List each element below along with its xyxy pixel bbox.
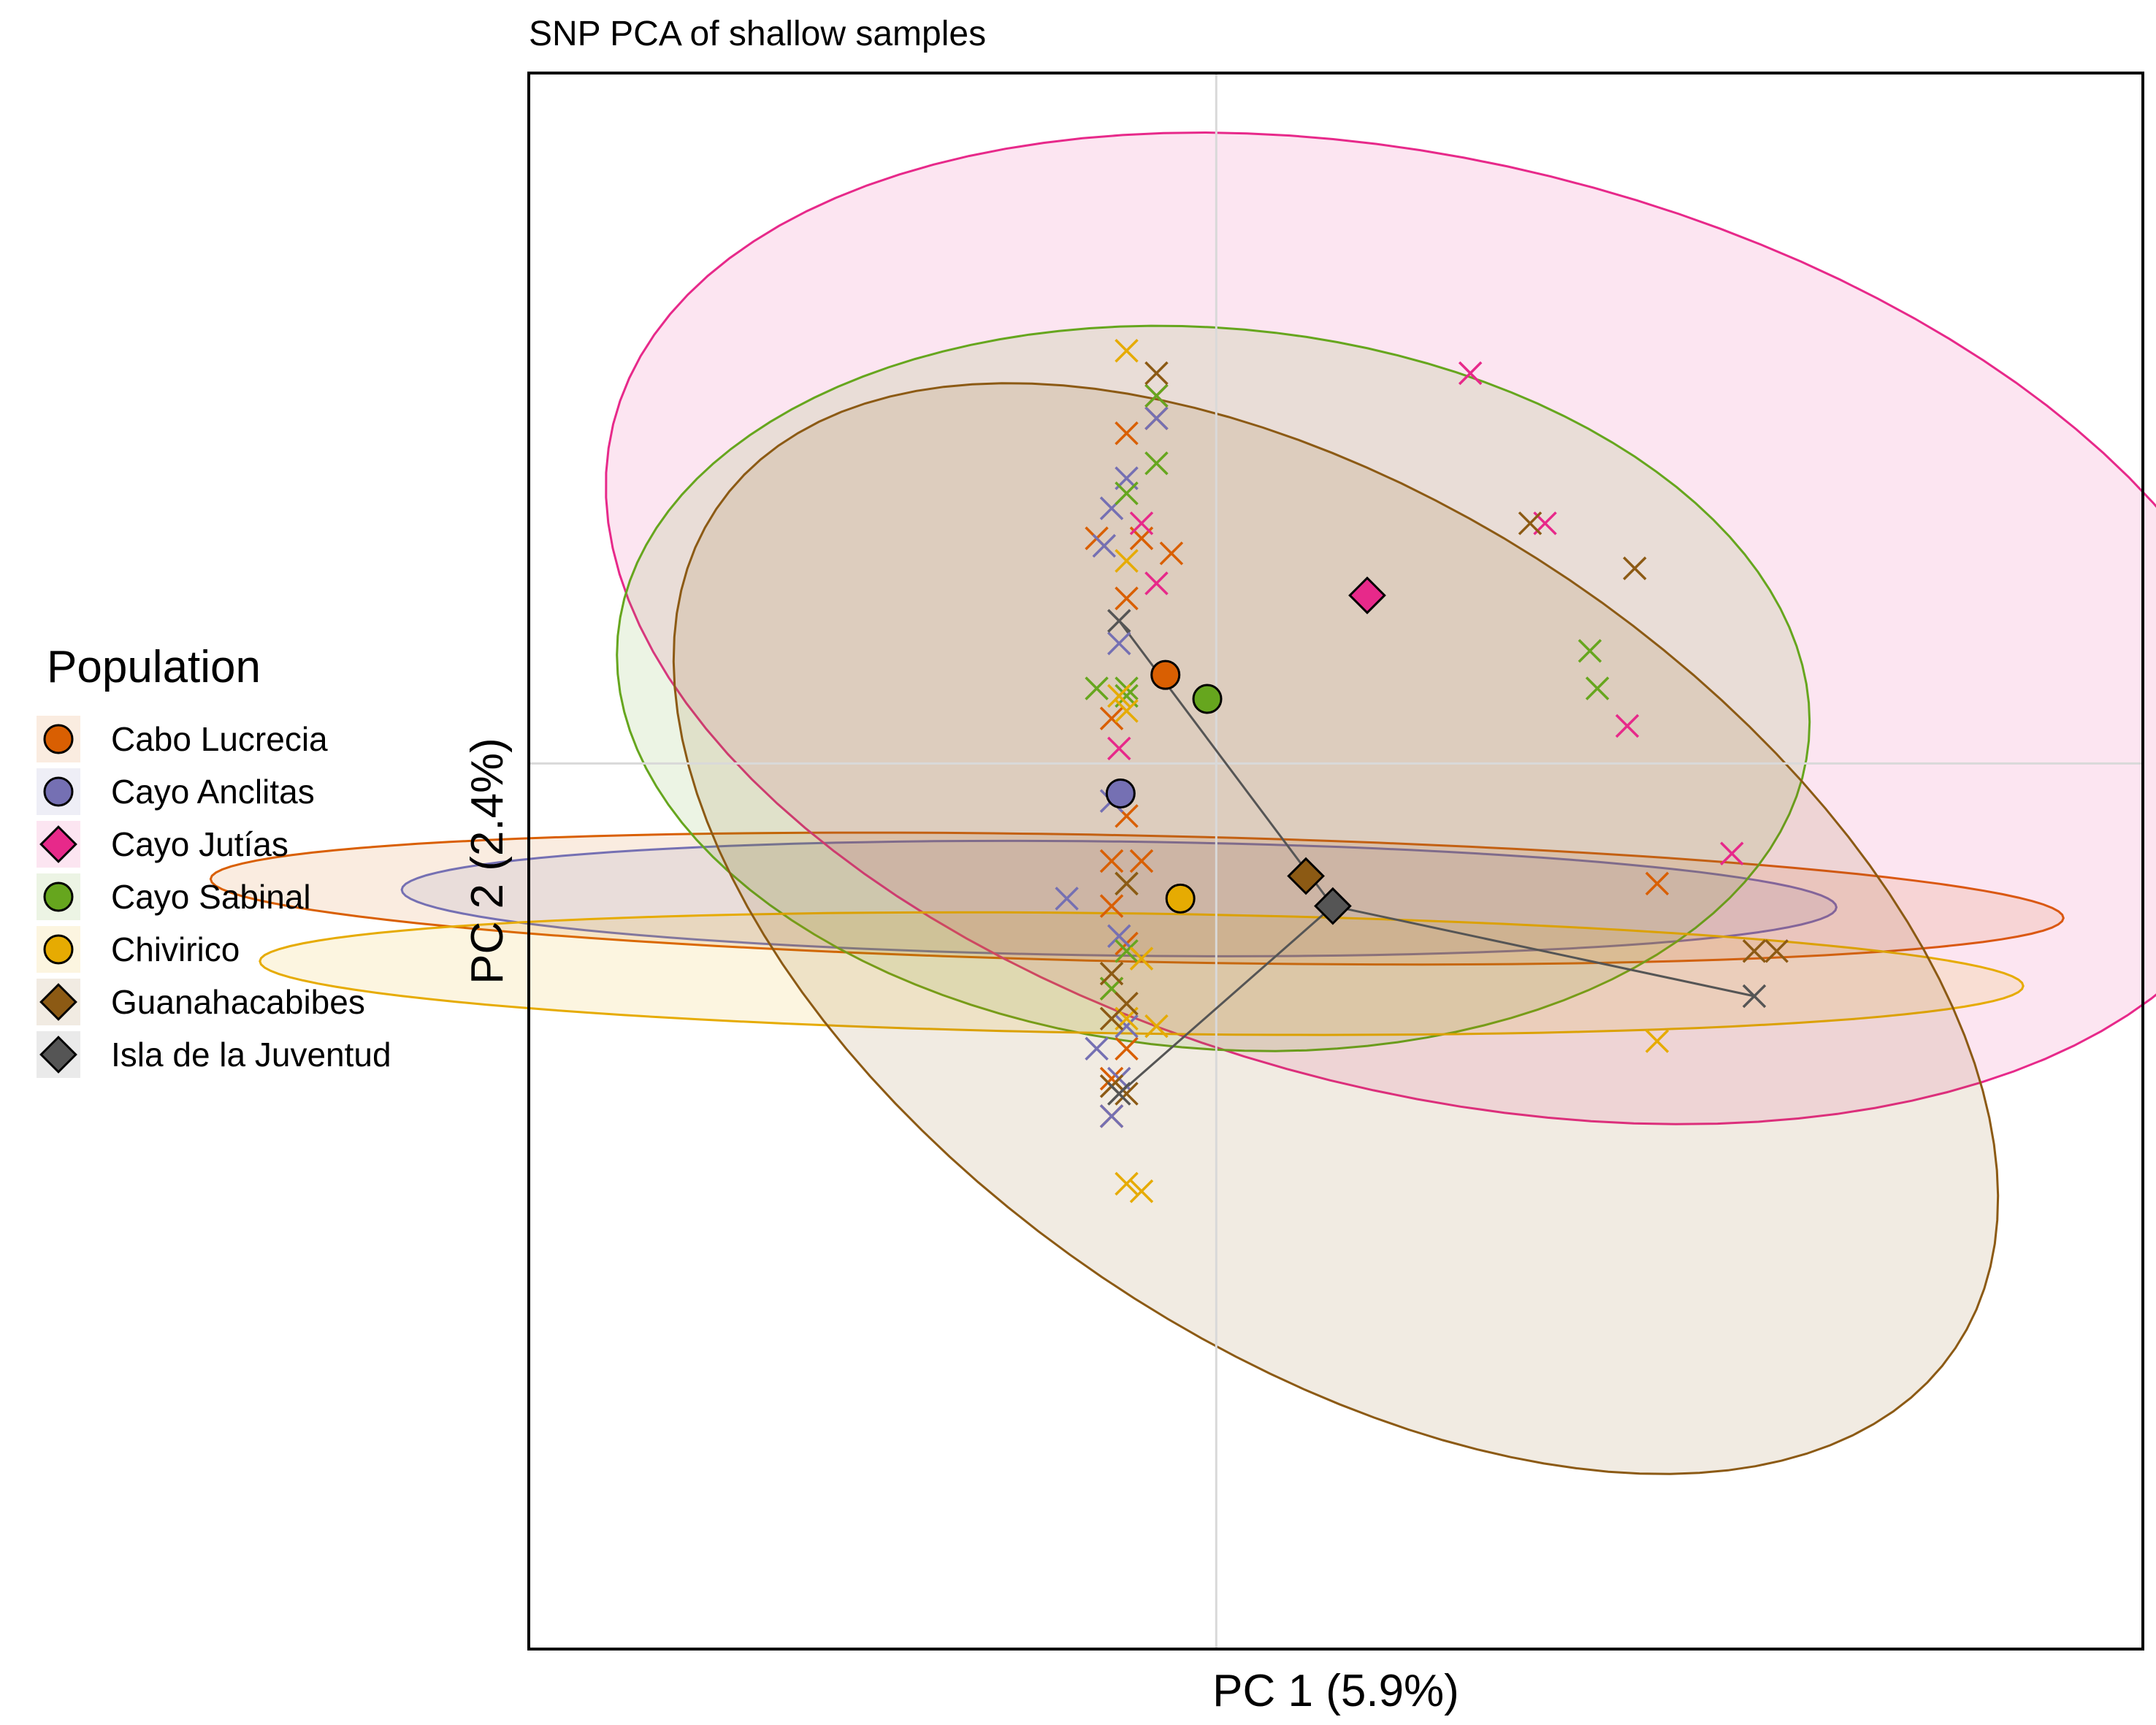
point-cabo-lucrecia-9 [1129,849,1154,873]
legend-label: Guanahacabibes [111,983,365,1021]
point-chivirico-8 [1129,1179,1154,1204]
point-cayo-jutias-4 [1458,361,1483,386]
x-axis-label: PC 1 (5.9%) [1212,1666,1459,1716]
legend-label: Chivirico [111,930,240,968]
point-guanahacabibes-7 [1518,511,1543,535]
point-cayo-sabinal-0 [1144,383,1169,408]
population-centroids [1105,576,1386,925]
chart-title: SNP PCA of shallow samples [529,15,986,53]
point-cabo-lucrecia-10 [1099,894,1124,918]
centroid-cabo-lucrecia [1150,659,1181,690]
ellipse-chivirico [259,911,2025,1036]
point-guanahacabibes-2 [1099,961,1124,986]
legend-marker [43,776,74,807]
legend-item-isla-de-la-juventud: Isla de la Juventud [37,1031,391,1078]
point-cabo-lucrecia-8 [1099,849,1124,873]
point-cayo-sabinal-2 [1115,481,1139,505]
legend-marker [43,881,74,912]
point-cabo-lucrecia-4 [1159,541,1184,565]
point-cayo-anclitas-6 [1055,887,1079,911]
point-chivirico-1 [1115,548,1139,573]
point-cabo-lucrecia-16 [1645,871,1670,896]
point-cayo-jutias-7 [1720,841,1744,865]
centroid-cayo-anclitas [1105,779,1136,809]
point-guanahacabibes-10 [1765,939,1789,963]
connector-2 [1118,905,1334,1095]
legend-title: Population [47,642,261,692]
point-cayo-anclitas-2 [1144,406,1169,430]
point-guanahacabibes-9 [1742,939,1767,963]
legend-item-chivirico: Chivirico [37,926,240,973]
legend-item-cayo-jutias: Cayo Jutías [37,821,288,868]
point-guanahacabibes-0 [1144,361,1169,386]
centroid-cayo-sabinal [1192,684,1223,714]
point-isla-de-la-juventud-1 [1742,984,1767,1009]
point-guanahacabibes-1 [1115,871,1139,896]
point-cayo-jutias-1 [1129,511,1154,535]
point-cabo-lucrecia-5 [1115,586,1139,611]
legend-label: Cayo Sabinal [111,878,311,916]
plot-background [529,73,2143,1649]
legend-marker [39,1036,77,1074]
point-cayo-sabinal-10 [1585,676,1610,700]
point-cayo-sabinal-1 [1144,451,1169,475]
legend-item-cayo-anclitas: Cayo Anclitas [37,768,315,815]
centroid-chivirico [1165,883,1196,914]
point-chivirico-4 [1129,946,1154,971]
point-cabo-lucrecia-13 [1115,1036,1139,1061]
zero-lines [529,73,2143,1649]
legend-marker [43,934,74,965]
point-cayo-jutias-2 [1144,571,1169,596]
point-cayo-sabinal-7 [1115,939,1139,963]
point-guanahacabibes-8 [1623,556,1647,581]
point-cabo-lucrecia-6 [1099,706,1124,730]
centroid-guanahacabibes [1287,857,1325,895]
legend-item-guanahacabibes: Guanahacabibes [37,979,365,1025]
point-chivirico-3 [1115,699,1139,723]
legend-marker [39,825,77,863]
plot-area [529,73,2143,1649]
point-cayo-jutias-3 [1107,736,1131,761]
y-axis-label: PC 2 (2.4%) [462,738,513,984]
plot-border [527,72,2144,1651]
legend-label: Isla de la Juventud [111,1036,391,1074]
ellipse-cayo-jutias [605,131,2156,1125]
sample-points [1055,338,1789,1204]
point-cayo-sabinal-9 [1578,639,1602,663]
point-cayo-sabinal-4 [1085,676,1109,700]
centroid-isla-de-la-juventud [1314,887,1352,925]
point-guanahacabibes-6 [1115,1082,1139,1106]
point-guanahacabibes-4 [1099,1006,1124,1031]
legend: Population Cabo Lucrecia Cayo Anclitas Cay… [37,642,391,1078]
legend-item-cayo-sabinal: Cayo Sabinal [37,873,311,920]
legend-label: Cayo Anclitas [111,773,315,811]
point-cayo-anclitas-4 [1107,631,1131,656]
point-cayo-anclitas-3 [1092,534,1117,558]
point-cayo-anclitas-9 [1085,1036,1109,1061]
point-isla-de-la-juventud-2 [1107,1082,1131,1106]
point-chivirico-2 [1107,684,1131,708]
point-cayo-anclitas-11 [1099,1104,1124,1128]
connector-1 [1332,905,1755,998]
point-chivirico-7 [1115,1171,1139,1196]
point-cabo-lucrecia-0 [1115,421,1139,445]
point-chivirico-0 [1115,338,1139,363]
legend-item-cabo-lucrecia: Cabo Lucrecia [37,716,328,762]
point-chivirico-9 [1645,1029,1670,1053]
legend-marker [39,983,77,1021]
legend-label: Cabo Lucrecia [111,720,328,758]
legend-marker [43,724,74,754]
point-chivirico-6 [1144,1014,1169,1039]
ellipse-guanahacabibes [672,382,2000,1475]
point-cayo-jutias-6 [1615,714,1640,738]
point-cayo-anclitas-7 [1107,924,1131,948]
centroid-cayo-jutias [1348,576,1386,615]
point-isla-de-la-juventud-0 [1107,608,1131,633]
legend-label: Cayo Jutías [111,825,288,863]
point-cayo-anclitas-8 [1115,1014,1139,1039]
